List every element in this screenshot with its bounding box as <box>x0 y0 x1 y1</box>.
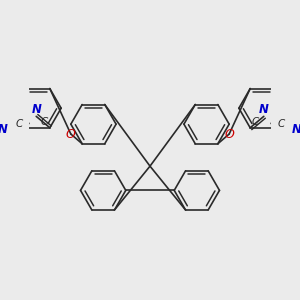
Text: N: N <box>259 103 269 116</box>
Text: N: N <box>31 103 41 116</box>
Text: O: O <box>66 128 76 140</box>
Text: C: C <box>252 117 259 127</box>
Text: C: C <box>277 119 284 130</box>
Text: O: O <box>224 128 234 140</box>
Text: C: C <box>16 119 23 130</box>
Text: N: N <box>0 123 8 136</box>
Text: N: N <box>292 123 300 136</box>
Text: C: C <box>41 117 48 127</box>
